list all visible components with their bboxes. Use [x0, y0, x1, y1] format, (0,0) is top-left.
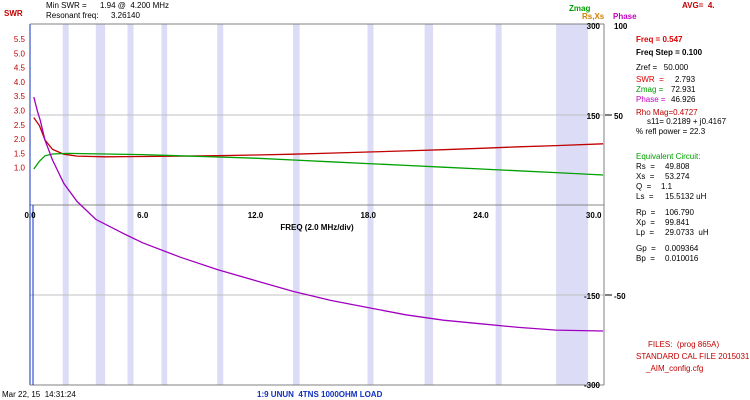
gp-label: Gp =: [636, 244, 656, 253]
x-tick-label: 12.0: [248, 211, 264, 220]
bp-value: 0.010016: [665, 254, 699, 263]
tick-labels: 5.5 5.0 4.5 4.0 3.5 3.0 2.5 2.0 1.5 1.0 300 150 -150…: [14, 22, 628, 390]
freq-readout: Freq = 0.547: [636, 35, 683, 44]
phase-axis-title: Phase: [613, 12, 637, 21]
swr-tick-label: 1.5: [14, 149, 26, 158]
freq-step-readout: Freq Step = 0.100: [636, 48, 703, 57]
rsxs-tick-label: -150: [584, 292, 601, 301]
ls-label: Ls =: [636, 192, 654, 201]
phase-readout-label: Phase =: [636, 95, 666, 104]
equivalent-circuit-title: Equivalent Circuit:: [636, 152, 701, 161]
timestamp: Mar 22, 15 14:31:24: [2, 390, 76, 399]
rho-mag-readout: Rho Mag=0.4727: [636, 108, 698, 117]
x-tick-label: 24.0: [473, 211, 489, 220]
rp-label: Rp =: [636, 208, 656, 217]
refl-power-readout: % refl power = 22.3: [636, 127, 706, 136]
lp-value: 29.0733 uH: [665, 228, 709, 237]
zmag-tick-label: 150: [587, 112, 601, 121]
x-tick-label: 6.0: [137, 211, 149, 220]
phase-tick-label: 50: [614, 112, 623, 121]
scan-title: 1:9 UNUN 4TNS 1000OHM LOAD: [257, 390, 383, 399]
x-axis-label: FREQ (2.0 MHz/div): [280, 223, 354, 232]
rs-value: 49.808: [665, 162, 690, 171]
swr-tick-label: 5.5: [14, 35, 26, 44]
axes: [29, 23, 605, 386]
grid: [30, 114, 604, 296]
gp-value: 0.009364: [665, 244, 699, 253]
phase-tick-label: -50: [614, 292, 626, 301]
zmag-axis-title: Zmag: [569, 4, 591, 13]
swr-tick-label: 3.0: [14, 107, 26, 116]
x-tick-label: 30.0: [586, 211, 602, 220]
series-line-zmag: [33, 152, 604, 176]
rsxs-axis-title: Rs,Xs: [582, 12, 605, 21]
xp-value: 99.841: [665, 218, 690, 227]
s11-readout: s11= 0.2189 + j0.4167: [647, 117, 727, 126]
min-swr-label: Min SWR =: [46, 1, 87, 10]
rsxs-tick-label: -300: [584, 381, 601, 390]
zmag-tick-label: 300: [587, 22, 601, 31]
swr-tick-label: 1.0: [14, 164, 26, 173]
xs-label: Xs =: [636, 172, 655, 181]
rp-value: 106.790: [665, 208, 694, 217]
x-tick-label: 0.0: [24, 211, 36, 220]
cal-file: STANDARD CAL FILE 2015031: [636, 352, 750, 361]
series: [33, 96, 604, 332]
files-title: FILES: (prog 865A): [648, 340, 720, 349]
swr-tick-label: 2.5: [14, 121, 26, 130]
resonant-label: Resonant freq:: [46, 11, 99, 20]
swr-readout-label: SWR =: [636, 75, 664, 84]
phase-readout-value: 46.926: [671, 95, 696, 104]
q-value: 1.1: [661, 182, 673, 191]
swr-readout-value: 2.793: [675, 75, 696, 84]
zmag-readout-label: Zmag =: [636, 85, 664, 94]
rs-label: Rs =: [636, 162, 655, 171]
zmag-readout-value: 72.931: [671, 85, 696, 94]
config-file: _AIM_config.cfg: [646, 364, 704, 373]
swr-tick-label: 4.0: [14, 78, 26, 87]
lp-label: Lp =: [636, 228, 655, 237]
xs-value: 53.274: [665, 172, 690, 181]
swr-tick-label: 5.0: [14, 49, 26, 58]
swr-tick-label: 2.0: [14, 135, 26, 144]
x-tick-label: 18.0: [360, 211, 376, 220]
resonant-value: 3.26140: [111, 11, 140, 20]
ls-value: 15.5132 uH: [665, 192, 707, 201]
q-label: Q =: [636, 182, 652, 191]
swr-tick-label: 4.5: [14, 64, 26, 73]
swr-axis-title: SWR: [4, 9, 23, 18]
series-line-phase: [33, 96, 604, 332]
xp-label: Xp =: [636, 218, 655, 227]
min-swr-value: 1.94 @ 4.200 MHz: [100, 1, 170, 10]
series-line-swr: [33, 117, 604, 158]
zref-readout: Zref = 50.000: [636, 63, 689, 72]
avg-readout: AVG= 4.: [682, 1, 715, 10]
bp-label: Bp =: [636, 254, 655, 263]
swr-tick-label: 3.5: [14, 92, 26, 101]
phase-tick-label: 100: [614, 22, 628, 31]
